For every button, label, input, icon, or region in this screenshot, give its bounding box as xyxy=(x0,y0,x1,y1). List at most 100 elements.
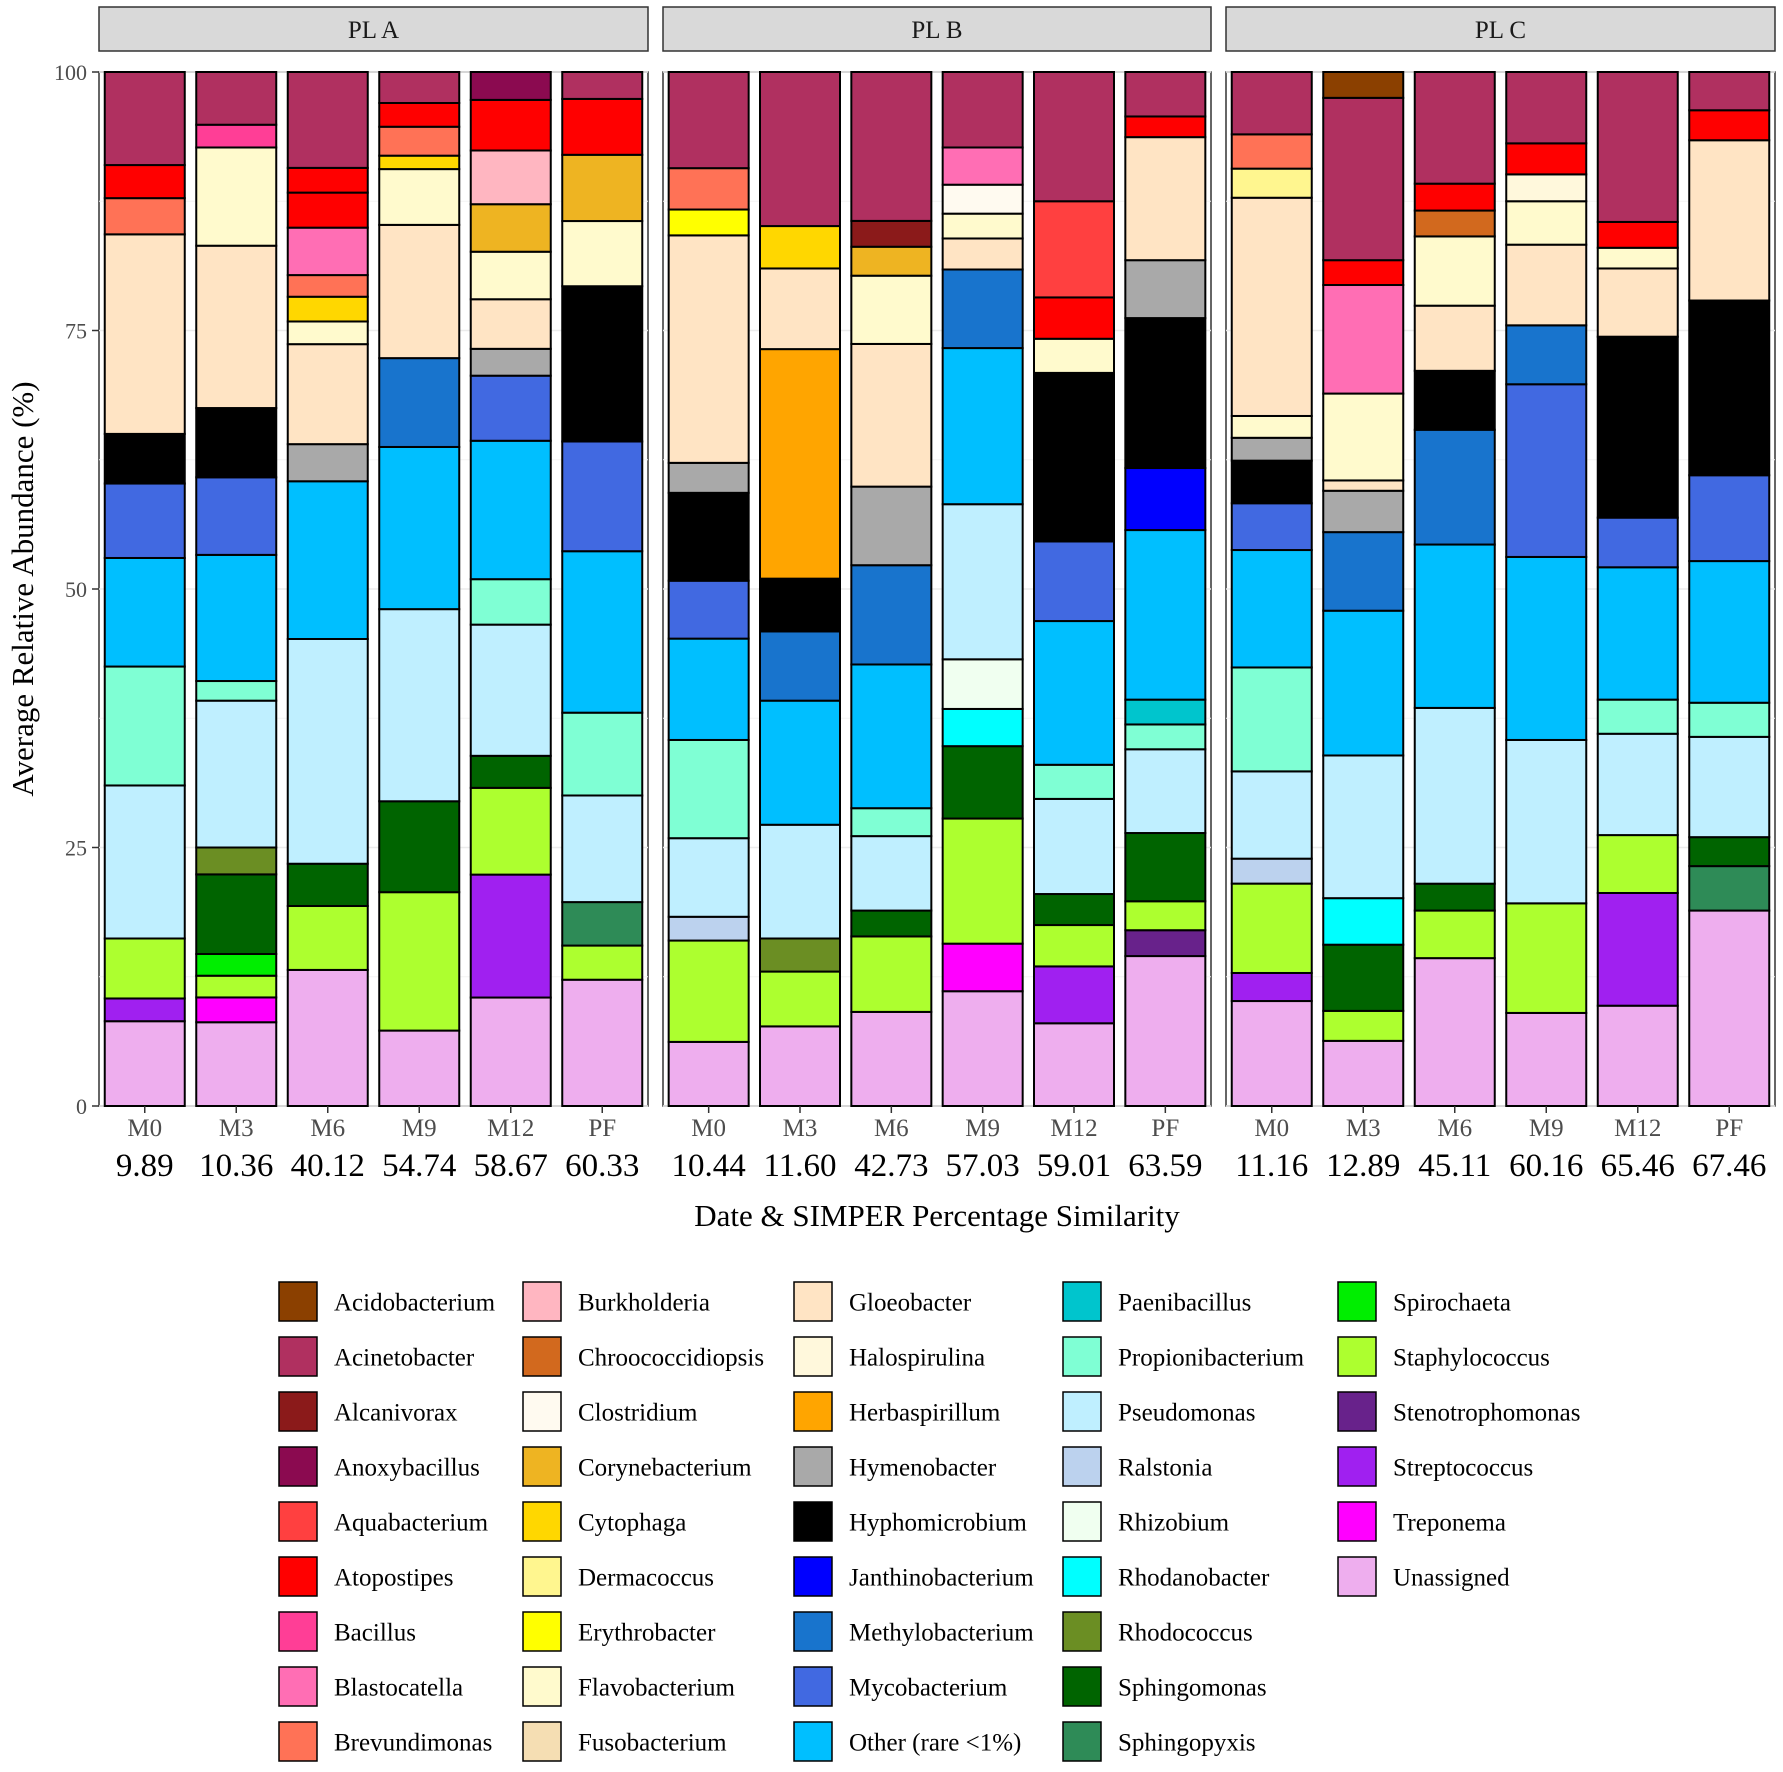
bar-segment-brevundimonas xyxy=(667,167,750,211)
legend-label: Rhodococcus xyxy=(1118,1620,1253,1647)
legend-item: Methylobacterium xyxy=(793,1611,1034,1652)
bar-segment-other-rare-1 xyxy=(1688,560,1771,704)
bar-segment-unassigned xyxy=(941,990,1024,1108)
legend-item: Unassigned xyxy=(1337,1556,1510,1597)
legend-item: Aquabacterium xyxy=(278,1501,489,1542)
facet-panels: PL A PL B PL C xyxy=(98,6,1776,1108)
bar-segment-propionibacterium xyxy=(195,680,278,702)
bar-segment-bacillus xyxy=(195,123,278,149)
bar-segment-streptococcus xyxy=(1230,971,1313,1003)
bar-segment-brevundimonas xyxy=(1230,133,1313,170)
x-tick-label-similarity: 40.12 xyxy=(291,1148,365,1184)
legend-item: Mycobacterium xyxy=(793,1666,1008,1707)
legend-key-swatch xyxy=(1062,1391,1102,1432)
legend-key-swatch xyxy=(793,1666,833,1707)
bar-segment-pseudomonas xyxy=(561,794,644,904)
bar-pl-c-m9 xyxy=(1505,71,1588,1107)
bar-segment-dermacoccus xyxy=(1230,167,1313,199)
bar-segment-other-rare-1 xyxy=(1413,543,1496,709)
bar-segment-hyphomicrobium xyxy=(1124,317,1207,470)
legend-label: Acidobacterium xyxy=(334,1290,496,1317)
legend-label: Clostridium xyxy=(578,1400,698,1427)
bar-segment-other-rare-1 xyxy=(941,347,1024,506)
bar-segment-atopostipes xyxy=(1688,109,1771,142)
legend-item: Rhodococcus xyxy=(1062,1611,1253,1652)
x-tick-label-similarity: 60.33 xyxy=(565,1148,639,1184)
bar-segment-atopostipes xyxy=(1413,182,1496,212)
bar-pl-b-m3 xyxy=(759,71,841,1107)
bar-segment-sphingopyxis xyxy=(1688,865,1771,912)
x-tick-label-date: M0 xyxy=(691,1115,726,1142)
bar-segment-other-rare-1 xyxy=(1124,529,1207,701)
bar-segment-gloeobacter xyxy=(103,233,186,435)
legend-key-swatch xyxy=(278,1446,318,1487)
legend-item: Stenotrophomonas xyxy=(1337,1391,1581,1432)
bar-segment-gloeobacter xyxy=(1322,479,1405,492)
bar-segment-janthinobacterium xyxy=(1124,467,1207,532)
legend-key-swatch xyxy=(1062,1446,1102,1487)
bar-segment-staphylococcus xyxy=(667,939,750,1043)
legend-label: Brevundimonas xyxy=(334,1730,492,1757)
legend-label: Acinetobacter xyxy=(334,1345,475,1372)
bar-segment-propionibacterium xyxy=(561,711,644,797)
bar-segment-other-rare-1 xyxy=(850,663,933,810)
bar-segment-brevundimonas xyxy=(103,197,186,236)
bar-segment-blastocatella xyxy=(286,226,369,277)
bar-segment-rhodanobacter xyxy=(941,707,1024,748)
x-tick-label-similarity: 11.16 xyxy=(1235,1148,1308,1184)
bar-segment-propionibacterium xyxy=(1688,701,1771,738)
bar-segment-gloeobacter xyxy=(1413,304,1496,372)
legend-key-swatch xyxy=(1062,1501,1102,1542)
facet-strip-label: PL B xyxy=(911,17,962,44)
bar-pl-a-m3 xyxy=(195,71,278,1107)
legend-item: Spirochaeta xyxy=(1337,1281,1511,1322)
bar-segment-blastocatella xyxy=(941,146,1024,186)
bar-segment-sphingomonas xyxy=(378,800,461,894)
x-tick-label-date: M3 xyxy=(783,1115,818,1142)
bar-segment-mycobacterium xyxy=(1505,383,1588,558)
bar-segment-streptococcus xyxy=(1596,891,1679,1007)
x-tick-label-date: M12 xyxy=(1614,1115,1661,1142)
bar-segment-hymenobacter xyxy=(1230,436,1313,462)
bar-segment-staphylococcus xyxy=(1413,909,1496,960)
bar-segment-staphylococcus xyxy=(941,817,1024,945)
bar-segment-rhizobium xyxy=(941,658,1024,710)
legend-label: Herbaspirillum xyxy=(849,1400,1001,1427)
bar-segment-other-rare-1 xyxy=(1033,620,1115,766)
bar-segment-flavobacterium xyxy=(1033,337,1115,374)
x-tick-label-date: M12 xyxy=(1050,1115,1097,1142)
bar-segment-gloeobacter xyxy=(941,237,1024,271)
legend-item: Halospirulina xyxy=(793,1336,985,1377)
bar-segment-atopostipes xyxy=(1124,115,1207,139)
bar-segment-gloeobacter xyxy=(1230,196,1313,417)
bar-segment-hyphomicrobium xyxy=(667,491,750,582)
bar-segment-pseudomonas xyxy=(941,503,1024,661)
legend-key-swatch xyxy=(278,1611,318,1652)
bar-segment-clostridium xyxy=(941,183,1024,215)
legend-key-swatch xyxy=(278,1721,318,1762)
legend-item: Erythrobacter xyxy=(522,1611,716,1652)
x-tick-label-date: M9 xyxy=(1529,1115,1564,1142)
bar-segment-staphylococcus xyxy=(1596,834,1679,894)
bar-segment-treponema xyxy=(195,996,278,1024)
bar-segment-staphylococcus xyxy=(469,786,552,876)
bar-segment-acinetobacter xyxy=(1033,71,1115,203)
facet-strip xyxy=(662,6,1212,52)
legend-label: Flavobacterium xyxy=(578,1675,735,1702)
x-tick-label-similarity: 67.46 xyxy=(1692,1148,1766,1184)
bar-segment-sphingomonas xyxy=(1413,882,1496,912)
legend-key-swatch xyxy=(278,1281,318,1322)
bar-segment-mycobacterium xyxy=(1688,474,1771,563)
bar-segment-pseudomonas xyxy=(850,835,933,912)
bar-pl-c-m12 xyxy=(1596,71,1679,1108)
bar-segment-atopostipes xyxy=(103,164,186,200)
legend-item: Sphingomonas xyxy=(1062,1666,1267,1707)
bar-segment-hyphomicrobium xyxy=(759,577,841,633)
bar-segment-acinetobacter xyxy=(561,71,644,100)
bar-pl-b-m12 xyxy=(1033,71,1115,1108)
x-tick-label-date: PF xyxy=(1151,1115,1179,1142)
legend-item: Atopostipes xyxy=(278,1556,453,1597)
x-tick-label-date: M3 xyxy=(219,1115,254,1142)
bar-segment-other-rare-1 xyxy=(1505,555,1588,741)
